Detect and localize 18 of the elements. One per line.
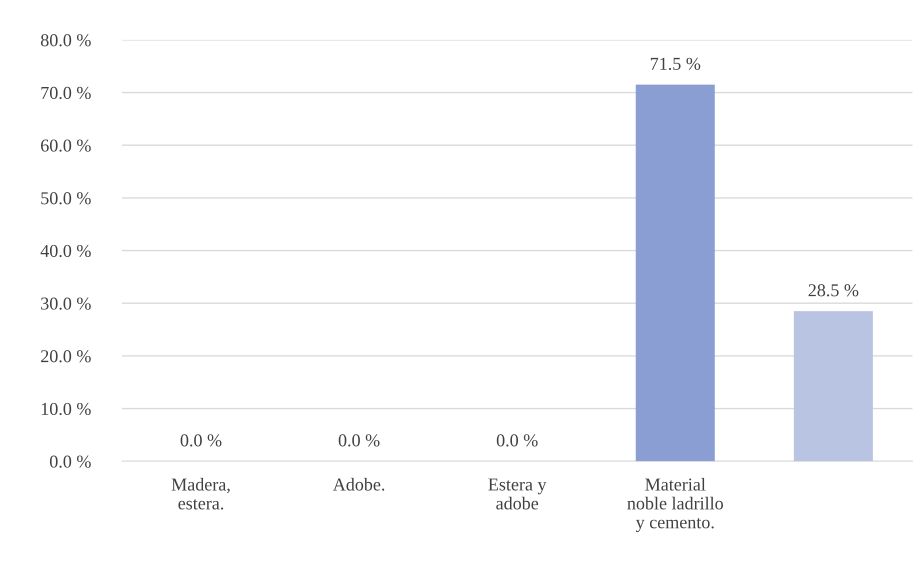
x-tick-label: Adobe. [332,478,384,491]
y-tick-label: 20.0 % [41,350,91,362]
y-tick-label: 60.0 % [41,139,91,152]
y-tick-label: 30.0 % [41,297,91,310]
data-label: 0.0 % [496,434,538,447]
y-tick-label: 50.0 % [41,192,91,204]
x-tick-label: Estera y adobe [488,478,546,510]
y-tick-label: 10.0 % [42,402,91,416]
x-tick-label: Material noble ladrillo y cemento. [627,478,723,532]
y-tick-label: 70.0 % [41,86,91,100]
data-label: 71.5 % [650,58,700,70]
data-label: 0.0 % [338,434,380,447]
x-tick-label: Madera, estera. [172,478,230,510]
y-tick-label: 80.0 % [40,34,91,46]
y-tick-label: 0.0 % [50,456,91,468]
y-tick-label: 40.0 % [40,244,91,258]
data-label: 28.5 % [808,284,858,296]
data-label: 0.0 % [180,434,222,447]
